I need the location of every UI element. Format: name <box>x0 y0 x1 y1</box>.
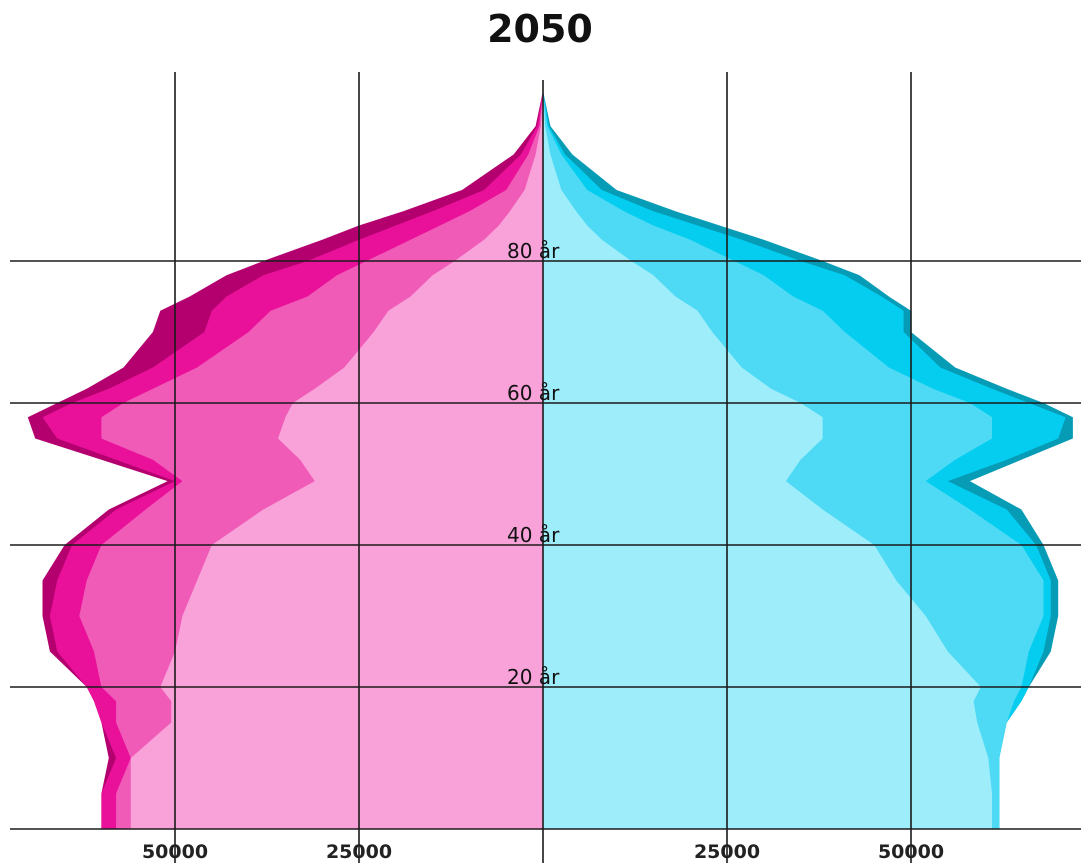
male-population-area <box>543 90 1073 830</box>
age-label-80: 80 år <box>507 239 560 263</box>
x-tick-left-50000: 50000 <box>142 841 208 863</box>
x-tick-right-50000: 50000 <box>878 841 944 863</box>
age-label-60: 60 år <box>507 381 560 405</box>
age-label-40: 40 år <box>507 523 560 547</box>
x-tick-right-25000: 25000 <box>694 841 760 863</box>
male-band-1 <box>543 90 992 830</box>
age-label-20: 20 år <box>507 665 560 689</box>
x-tick-left-25000: 25000 <box>326 841 392 863</box>
chart-title: 2050 <box>487 7 593 51</box>
female-population-area <box>27 90 544 830</box>
female-band-1 <box>130 90 544 830</box>
chart-grid <box>10 72 1081 863</box>
chart-axis-labels: 20 år 40 år 60 år 80 år 50000 25000 25000 50000 <box>142 239 944 863</box>
